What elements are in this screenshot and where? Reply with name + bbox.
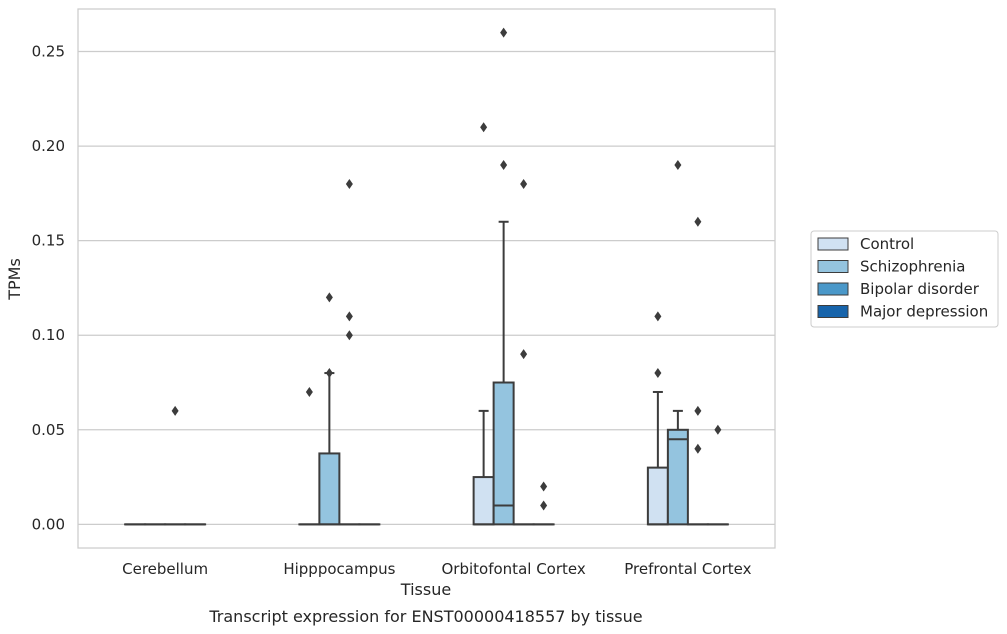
legend-label: Major depression (860, 303, 988, 321)
y-axis-title: TPMs (5, 258, 24, 301)
box-layer (124, 220, 729, 526)
x-tick-label: Hipppocampus (283, 560, 395, 578)
legend-items: Control Schizophrenia Bipolar disorder Majo… (817, 235, 988, 321)
y-axis-ticks: 0.00 0.05 0.10 0.15 0.20 0.25 (32, 43, 65, 534)
box-body (666, 428, 689, 526)
outlier-point (694, 216, 702, 227)
outlier-point (500, 27, 508, 38)
x-axis-ticks: Cerebellum Hipppocampus Orbitofontal Corte… (122, 560, 751, 578)
outlier-point (694, 405, 702, 416)
outlier-point (714, 424, 722, 435)
outlier-point (694, 443, 702, 454)
flier-layer (171, 27, 722, 511)
x-axis-title: Tissue (400, 580, 451, 599)
box-body (318, 452, 341, 526)
x-tick-label: Orbitofontal Cortex (442, 560, 586, 578)
box-schizophrenia (666, 409, 689, 526)
outlier-point (171, 405, 179, 416)
legend-frame (810, 230, 999, 328)
legend-swatch (817, 260, 849, 273)
y-tick-label: 0.20 (32, 137, 65, 155)
outlier-point (540, 500, 548, 511)
box-control (646, 390, 669, 526)
outlier-point (345, 311, 353, 322)
legend-label: Bipolar disorder (860, 280, 980, 298)
box-schizophrenia (318, 372, 341, 526)
outlier-point (480, 122, 488, 133)
box-body (646, 466, 669, 526)
legend-swatch (817, 305, 849, 318)
y-tick-label: 0.05 (32, 421, 65, 439)
outlier-point (520, 178, 528, 189)
outlier-point (305, 386, 313, 397)
outlier-point (654, 368, 662, 379)
box-schizophrenia (492, 220, 515, 526)
outlier-point (500, 160, 508, 171)
legend-swatch (817, 237, 849, 251)
outlier-point (345, 178, 353, 189)
box-body (472, 476, 495, 526)
box-body (492, 381, 515, 526)
legend: Control Schizophrenia Bipolar disorder Majo… (810, 230, 999, 328)
legend-label: Control (860, 235, 914, 253)
y-tick-label: 0.00 (32, 515, 65, 533)
figure-caption: Transcript expression for ENST0000041855… (208, 607, 642, 626)
y-tick-label: 0.25 (32, 43, 65, 61)
outlier-point (520, 349, 528, 360)
legend-swatch (817, 282, 849, 296)
legend-label: Schizophrenia (860, 258, 965, 276)
plot-area-frame (77, 8, 776, 549)
x-tick-label: Prefrontal Cortex (624, 560, 751, 578)
outlier-point (540, 481, 548, 492)
outlier-point (345, 330, 353, 341)
y-tick-label: 0.15 (32, 232, 65, 250)
outlier-point (325, 292, 333, 303)
outlier-point (674, 160, 682, 171)
outlier-point (325, 368, 333, 379)
y-tick-label: 0.10 (32, 326, 65, 344)
outlier-point (654, 311, 662, 322)
box-control (472, 409, 495, 526)
x-tick-label: Cerebellum (122, 560, 208, 578)
